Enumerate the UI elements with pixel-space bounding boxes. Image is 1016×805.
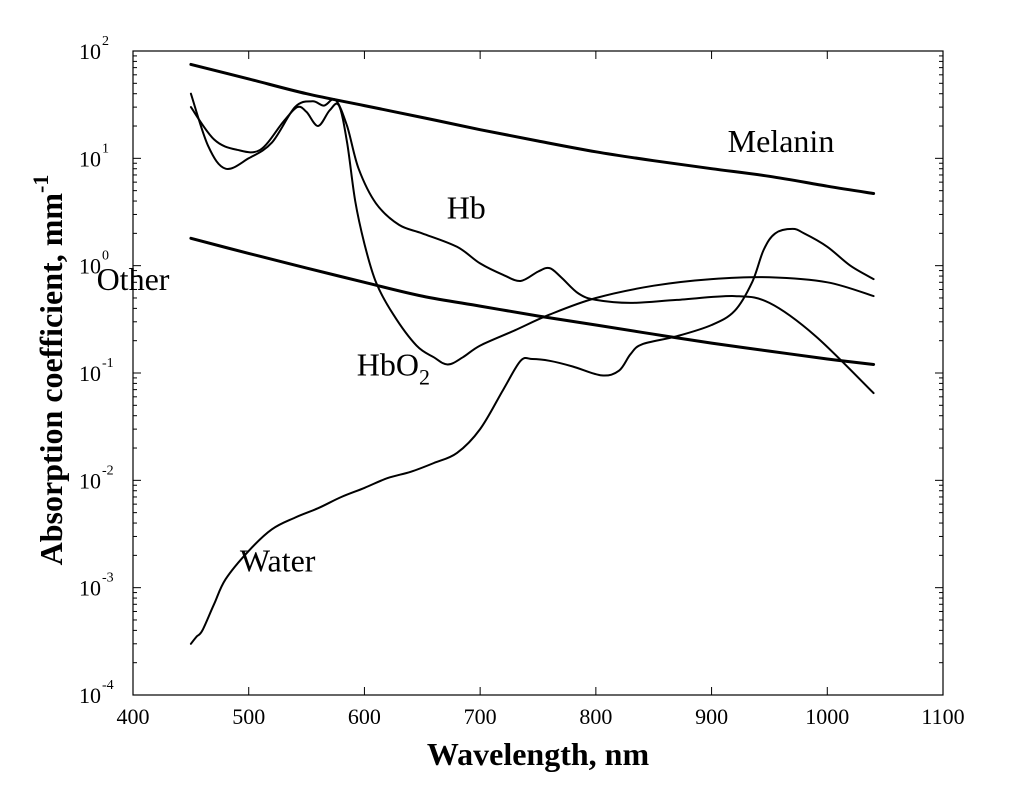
y-tick-label: 10 [79,146,101,171]
y-tick-label: 10 [79,576,101,601]
annotation-hbo2: HbO2 [357,347,430,390]
x-tick-label: 600 [348,704,381,729]
annotation-text: Other [97,261,170,297]
x-tick-label: 1100 [921,704,964,729]
y-tick-label: 10 [79,39,101,64]
series-line-water [189,227,875,645]
y-tick-exponent: 2 [102,34,109,49]
y-axis-title-sup: -1 [28,175,53,193]
axes-layer: 400 500 600 700 800 900 1000 110010-410-310-210… [79,34,965,729]
annotation-text: Melanin [728,123,835,159]
y-tick-exponent: -2 [102,463,114,478]
x-tick-label: 900 [695,704,728,729]
annotation-hb: Hb [447,189,486,225]
series-layer [189,62,876,645]
y-tick-label: 10 [79,468,101,493]
annotation-text: Water [240,542,316,578]
y-tick-exponent: 1 [102,141,109,156]
y-tick-label: 10 [79,361,101,386]
annotation-melanin: Melanin [728,123,835,159]
y-tick-exponent: -1 [102,356,114,371]
x-tick-label: 400 [117,704,150,729]
annotation-layer: Melanin Hb Other HbO2 Water [97,123,835,578]
x-tick-label: 500 [232,704,265,729]
y-tick-label: 10 [79,683,101,708]
x-tick-label: 700 [464,704,497,729]
annotation-water: Water [240,542,316,578]
x-tick-label: 800 [579,704,612,729]
series-line-hbo2 [189,102,875,366]
annotation-text: HbO [357,347,419,383]
y-tick-exponent: -4 [102,678,114,693]
series-line-other [189,236,876,366]
x-axis-title: Wavelength, nm [427,736,650,772]
y-axis-title-main: Absorption coefficient, mm [33,193,69,566]
annotation-subscript: 2 [419,365,430,390]
y-tick-label: 10 [79,254,101,279]
y-axis-title: Absorption coefficient, mm-1 [28,175,69,566]
annotation-text: Hb [447,189,486,225]
y-tick-exponent: 0 [102,249,109,264]
annotation-other: Other [97,261,170,297]
y-tick-exponent: -3 [102,571,114,586]
series-line-melanin [189,62,876,195]
x-tick-label: 1000 [805,704,849,729]
